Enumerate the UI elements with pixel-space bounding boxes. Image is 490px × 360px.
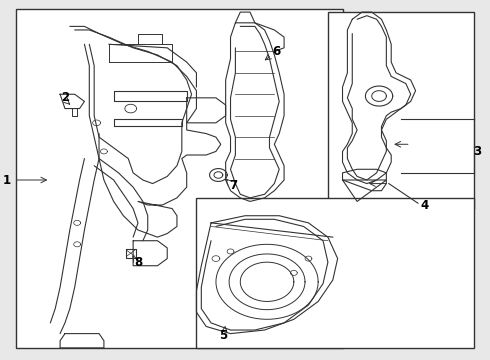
Bar [196,198,474,348]
Bar [16,9,343,348]
Text: 1: 1 [2,174,11,186]
Text: 8: 8 [134,256,142,269]
Text: 5: 5 [219,329,227,342]
Bar [328,12,474,208]
Text: 3: 3 [473,145,481,158]
Text: 4: 4 [420,198,429,212]
Text: 2: 2 [61,91,69,104]
Text: 6: 6 [272,45,281,58]
Text: 7: 7 [229,179,237,192]
